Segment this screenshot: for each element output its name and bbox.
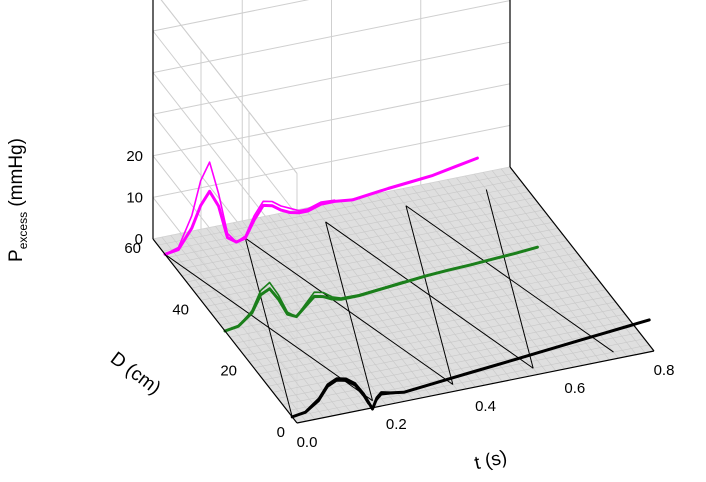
- t-tick-label: 0.8: [654, 362, 675, 379]
- wave-line: [244, 238, 293, 417]
- back-wall-gridline: [152, 41, 511, 115]
- d-tick-label: 20: [220, 363, 237, 380]
- floor-gridline: [239, 277, 597, 350]
- t-tick-label: 0.2: [386, 416, 407, 433]
- floor-gridline: [215, 246, 573, 320]
- p-axis-label: Pexcess (mmHg): [6, 138, 30, 262]
- wave-line: [485, 189, 534, 369]
- p-axis-label-unit: (mmHg): [6, 138, 27, 212]
- p-tick-label: 0: [135, 231, 143, 248]
- d-tick-label: 0: [277, 424, 285, 441]
- series-line: [224, 280, 405, 332]
- t-tick-label: 0.0: [297, 434, 318, 451]
- d-tick-label: 60: [124, 240, 141, 257]
- series-layer: [163, 156, 651, 419]
- floor-gridline: [277, 326, 635, 399]
- t-axis-line: [296, 350, 655, 424]
- t-axis-ticks: 0.0 0.2 0.4 0.6 0.8: [297, 362, 675, 451]
- t-tick-label: 0.6: [564, 380, 585, 397]
- series-line: [164, 161, 336, 256]
- d-axis-ticks: 0 20 40 60: [124, 240, 285, 441]
- floor-gridline: [268, 313, 626, 387]
- d-axis-label: D (cm): [106, 348, 164, 399]
- series-line: [223, 245, 539, 333]
- floor-gridline: [244, 283, 602, 356]
- floor-gridline: [229, 264, 587, 338]
- back-wall-gridline: [152, 124, 511, 198]
- floor-gridline: [172, 191, 530, 264]
- p-tick-label: 10: [126, 189, 143, 206]
- p-tick-label: 20: [126, 148, 143, 165]
- left-wall-gridline: [152, 30, 298, 216]
- box-right-edge: [509, 166, 655, 352]
- floor-gridline: [292, 344, 650, 418]
- floor-gridline: [162, 178, 520, 252]
- wave-line: [405, 205, 454, 385]
- p-axis-label-sub: excess: [16, 212, 30, 249]
- back-wall-gridline: [152, 83, 511, 157]
- floor-gridline: [224, 258, 583, 332]
- floor-gridline: [181, 203, 539, 277]
- d-axis-line: [152, 238, 298, 424]
- floor-gridline: [282, 332, 640, 405]
- left-wall-gridline: [160, 0, 298, 174]
- back-wall-gridline: [152, 0, 310, 32]
- floor-gridline: [167, 185, 525, 258]
- series-line: [291, 380, 427, 418]
- floor-gridline: [196, 221, 554, 295]
- axis-box-frame: [152, 0, 655, 424]
- floor-gridline: [191, 215, 549, 289]
- wave-propagation-lines: [164, 189, 614, 417]
- t-tick-label: 0.4: [475, 398, 496, 415]
- p-axis-ticks: 0 10 20: [126, 148, 143, 248]
- wave-line: [325, 221, 374, 401]
- p-axis-label-main: P: [6, 249, 27, 262]
- floor-gridline: [186, 209, 544, 283]
- floor-gridline: [234, 270, 592, 344]
- t-axis-label: t (s): [473, 447, 509, 474]
- series-line: [163, 156, 479, 256]
- d-tick-label: 40: [172, 301, 189, 318]
- floor-gridline: [157, 172, 515, 246]
- floor-gridline: [200, 228, 559, 301]
- floor-gridline: [248, 289, 607, 362]
- floor-gridline: [205, 234, 563, 307]
- floor-gridline: [210, 240, 568, 313]
- floor-gridline: [220, 252, 578, 326]
- floor-gridline: [176, 197, 535, 270]
- floor-plane: [153, 167, 654, 423]
- back-wall-gridline: [152, 0, 511, 74]
- box-left-top-edge: [160, 0, 298, 174]
